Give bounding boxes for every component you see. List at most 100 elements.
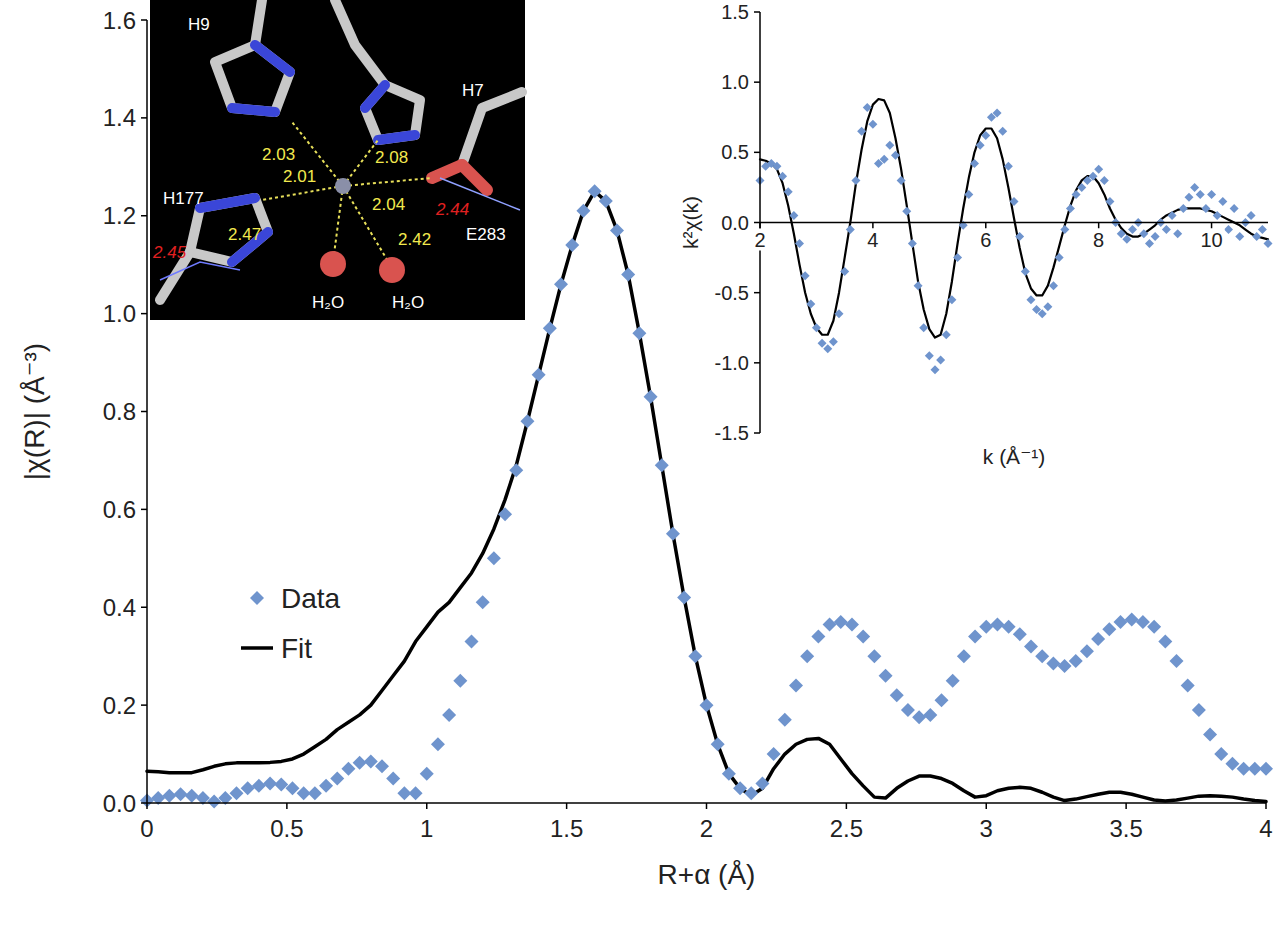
y-tick-label: 0.4 (103, 594, 136, 621)
y-tick-label: 0.8 (103, 398, 136, 425)
y-axis-title: |χ(R)| (Å⁻³) (19, 343, 50, 480)
data-point (1247, 211, 1256, 220)
alt-distance-label: 2.44 (435, 200, 469, 219)
data-point (1264, 239, 1273, 248)
y-tick-label: 1.4 (103, 104, 136, 131)
y-tick-label: -1.5 (715, 422, 749, 444)
data-point (1004, 162, 1013, 171)
legend-key (241, 646, 273, 650)
residue-stick (462, 92, 522, 165)
residue-stick (365, 85, 385, 108)
distance-label: 2.04 (372, 195, 405, 214)
data-point (901, 703, 915, 717)
data-point (532, 368, 546, 382)
data-point (891, 151, 900, 160)
data-point (1049, 281, 1058, 290)
residue-stick (215, 45, 290, 112)
y-tick (141, 411, 147, 413)
data-point (1192, 703, 1206, 717)
data-point (722, 767, 736, 781)
data-point (912, 710, 926, 724)
data-point (621, 267, 635, 281)
x-tick-label: 8 (1093, 229, 1104, 251)
data-point (1077, 183, 1086, 192)
data-point (1035, 649, 1049, 663)
data-point (806, 299, 815, 308)
data-point (851, 176, 860, 185)
data-point (1015, 232, 1024, 241)
data-point (1181, 679, 1195, 693)
data-point (1026, 295, 1035, 304)
data-point (442, 708, 456, 722)
data-point (744, 786, 758, 800)
data-point (795, 239, 804, 248)
y-tick (141, 117, 147, 119)
y-tick (141, 313, 147, 315)
legend: DataFit (241, 583, 341, 664)
data-point (599, 194, 613, 208)
data-point (947, 295, 956, 304)
data-point (1201, 204, 1210, 213)
data-point (812, 323, 821, 332)
data-point (867, 649, 881, 663)
x-tick-label: 0.5 (270, 815, 303, 842)
data-point (879, 669, 893, 683)
alt-conformer (160, 262, 240, 280)
data-point (942, 330, 951, 339)
data-point (936, 356, 945, 365)
x-tick (1265, 803, 1267, 809)
y-tick (754, 362, 760, 364)
residue-label: E283 (466, 225, 506, 244)
data-point (677, 590, 691, 604)
distance-label: 2.47 (228, 225, 261, 244)
data-point (1091, 632, 1105, 646)
chart: -1.5-1.0-0.50.00.51.01.5246810k (Å⁻¹)k²χ… (679, 1, 1273, 468)
data-point (835, 309, 844, 318)
data-point (964, 190, 973, 199)
data-point (1038, 309, 1047, 318)
data-point (1258, 225, 1267, 234)
y-tick-label: 0.6 (103, 496, 136, 523)
structure-background (150, 0, 525, 320)
data-point (1002, 620, 1016, 634)
data-point (588, 184, 602, 198)
y-tick (754, 11, 760, 13)
water-oxygen (379, 257, 405, 283)
data-point (829, 337, 838, 346)
data-point (934, 693, 948, 707)
data-point (1214, 747, 1228, 761)
x-tick (986, 803, 988, 809)
y-tick-label: 1.0 (103, 300, 136, 327)
data-point (957, 649, 971, 663)
x-tick (286, 803, 288, 809)
data-point (1080, 644, 1094, 658)
data-point (890, 688, 904, 702)
y-tick-label: 1.0 (721, 71, 749, 93)
data-point (431, 737, 445, 751)
x-tick (1125, 803, 1127, 809)
data-point (1147, 620, 1161, 634)
data-point (801, 271, 810, 280)
data-point (990, 617, 1004, 631)
y-tick (141, 215, 147, 217)
y-tick-label: 0.0 (103, 790, 136, 817)
distance-label: 2.08 (375, 148, 408, 167)
data-point (711, 737, 725, 751)
data-point (1100, 176, 1109, 185)
x-tick-label: 10 (1200, 229, 1222, 251)
label-patch (1091, 229, 1106, 251)
data-point (1162, 225, 1171, 234)
data-point (846, 225, 855, 234)
x-axis (760, 222, 1268, 224)
y-tick-label: -0.5 (715, 282, 749, 304)
residue-stick (462, 165, 487, 190)
data-point (666, 527, 680, 541)
residue-stick (365, 85, 420, 140)
data-point (1122, 235, 1131, 244)
data-point (970, 159, 979, 168)
y-axis-title: k²χ(k) (679, 196, 702, 249)
x-tick-label: 4 (867, 229, 878, 251)
coordination-bond (343, 140, 378, 186)
water-oxygen (320, 251, 346, 277)
data-point (1072, 190, 1081, 199)
